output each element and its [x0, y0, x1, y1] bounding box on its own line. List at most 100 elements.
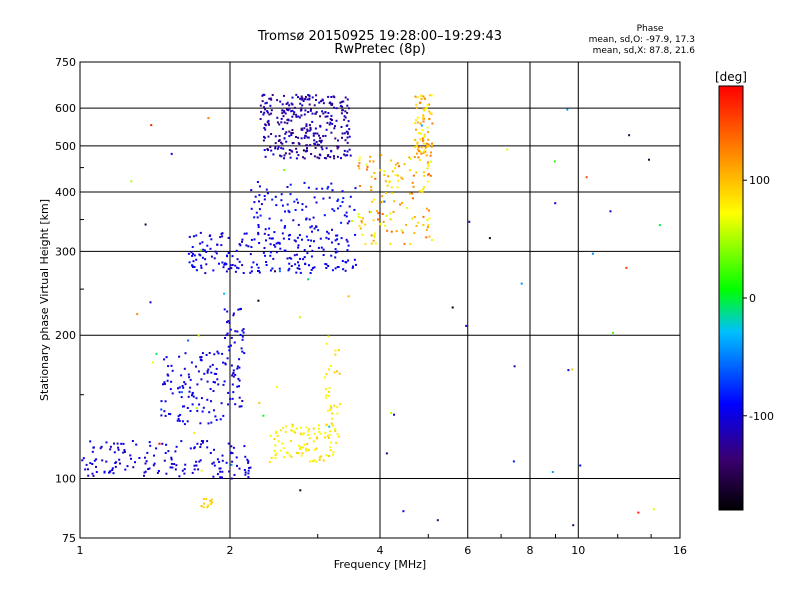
echo-point: [187, 339, 190, 342]
echo-point: [366, 168, 368, 171]
echo-point: [313, 155, 316, 158]
echo-point: [325, 394, 328, 397]
echo-point: [340, 237, 343, 240]
echo-point: [417, 146, 420, 149]
echo-point: [336, 234, 339, 237]
echo-point: [178, 391, 181, 394]
echo-point: [170, 462, 173, 465]
echo-point: [307, 136, 310, 139]
echo-point: [291, 423, 294, 426]
echo-point: [315, 436, 318, 439]
echo-point: [307, 111, 310, 113]
echo-point: [312, 134, 315, 137]
echo-point: [297, 244, 300, 247]
echo-point: [394, 174, 397, 176]
echo-point: [331, 208, 334, 211]
echo-point: [311, 460, 314, 463]
echo-point: [314, 147, 317, 149]
echo-point: [336, 433, 339, 436]
y-axis-label: Stationary phase Virtual Height [km]: [38, 199, 51, 401]
echo-point: [297, 96, 299, 99]
echo-point: [302, 149, 305, 152]
echo-point: [286, 101, 289, 104]
echo-point: [304, 262, 307, 265]
echo-point: [280, 147, 283, 150]
echo-point: [414, 138, 417, 141]
echo-point: [343, 132, 346, 135]
echo-point: [358, 167, 361, 170]
echo-point: [281, 109, 284, 112]
echo-point: [330, 114, 333, 117]
echo-point: [337, 198, 340, 201]
echo-point: [298, 316, 301, 319]
echo-point: [423, 149, 426, 152]
echo-point: [321, 99, 324, 102]
echo-point: [224, 337, 226, 339]
echo-point: [423, 174, 426, 177]
echo-point: [285, 131, 288, 134]
echo-point: [383, 170, 386, 173]
echo-point: [341, 201, 344, 203]
echo-point: [292, 113, 295, 116]
echo-point: [420, 124, 423, 127]
echo-point: [306, 130, 309, 133]
echo-point: [304, 98, 306, 101]
echo-point: [567, 369, 570, 372]
echo-point: [177, 418, 180, 420]
echo-point: [413, 216, 416, 218]
echo-point: [195, 269, 198, 272]
echo-point: [307, 239, 310, 242]
echo-point: [373, 232, 376, 235]
echo-point: [346, 150, 349, 153]
echo-point: [314, 132, 317, 135]
echo-point: [85, 463, 88, 466]
echo-point: [288, 267, 291, 270]
echo-point: [344, 139, 347, 142]
echo-point: [268, 113, 271, 116]
echo-point: [268, 227, 271, 230]
echo-point: [263, 136, 266, 139]
echo-point: [239, 244, 242, 247]
echo-point: [232, 314, 235, 317]
echo-point: [321, 110, 324, 113]
echo-point: [288, 238, 291, 241]
echo-point: [236, 365, 239, 368]
echo-point: [426, 226, 429, 229]
echo-point: [275, 251, 278, 254]
echo-point: [230, 336, 233, 339]
y-tick-label: 75: [62, 532, 76, 545]
plot-frame: [79, 61, 681, 539]
echo-point: [249, 466, 252, 469]
echo-point: [381, 213, 384, 215]
echo-point: [428, 103, 431, 106]
echo-point: [302, 446, 304, 449]
echo-point: [310, 239, 313, 242]
echo-point: [196, 409, 199, 412]
echo-point: [358, 156, 361, 159]
echo-point: [306, 147, 308, 150]
echo-point: [422, 188, 425, 191]
echo-point: [149, 444, 152, 447]
echo-point: [339, 205, 342, 208]
echo-point: [372, 239, 375, 242]
echo-point: [310, 255, 313, 258]
echo-point: [201, 241, 204, 244]
y-tick-label: 750: [55, 56, 76, 69]
echo-point: [263, 149, 266, 151]
echo-point: [221, 235, 224, 238]
echo-point: [232, 446, 235, 449]
echo-point: [233, 341, 236, 344]
echo-point: [276, 434, 279, 437]
echo-point: [236, 266, 238, 269]
echo-point: [566, 108, 569, 111]
echo-point: [331, 189, 334, 192]
echo-point: [200, 505, 203, 508]
echo-point: [416, 148, 419, 151]
echo-point: [318, 139, 321, 142]
echo-point: [219, 236, 222, 239]
echo-point: [421, 117, 424, 120]
echo-point: [290, 265, 293, 267]
echo-point: [409, 243, 412, 246]
echo-point: [294, 209, 297, 211]
